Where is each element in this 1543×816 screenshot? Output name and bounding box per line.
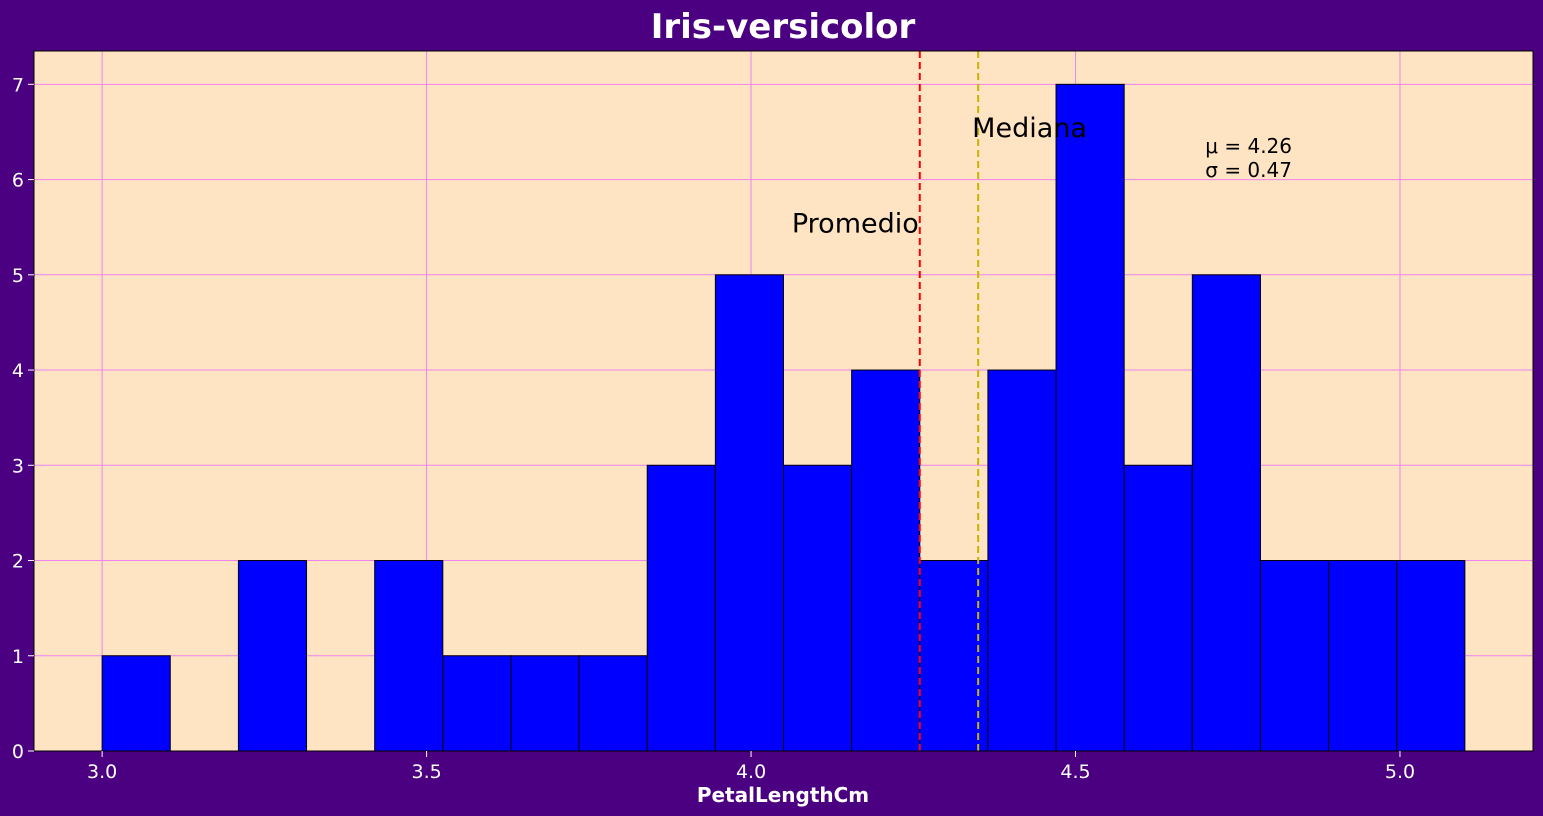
- histogram-bar-7: [578, 655, 648, 752]
- plot-frame: [33, 50, 1534, 752]
- reference-lines: [918, 51, 980, 751]
- histogram-bar-16: [1191, 274, 1261, 752]
- stats-sigma-label: σ = 0.47: [1205, 158, 1292, 182]
- x-tick-label-0: 3.0: [87, 761, 117, 783]
- histogram-bar-6: [510, 655, 580, 752]
- histogram-bar-14: [1055, 83, 1125, 752]
- annotation-mediana: Mediana: [972, 113, 1087, 144]
- y-tick-label-0: 0: [12, 741, 24, 763]
- histogram-bar-18: [1328, 560, 1398, 752]
- y-tick-label-2: 2: [12, 551, 24, 573]
- histogram-bar-17: [1259, 560, 1330, 752]
- y-tick-label-6: 6: [12, 170, 24, 192]
- histogram-bar-5: [442, 655, 512, 752]
- x-tick-label-2: 4.0: [736, 761, 766, 783]
- histogram-bar-4: [374, 560, 444, 752]
- histogram-bar-12: [919, 560, 989, 752]
- x-tick-label-1: 3.5: [411, 761, 441, 783]
- histogram-bar-9: [714, 274, 785, 752]
- histogram-bar-8: [646, 464, 716, 752]
- chart-title: Iris-versicolor: [651, 7, 916, 47]
- y-tick-label-4: 4: [12, 360, 24, 382]
- histogram-bar-2: [237, 560, 308, 752]
- x-axis-label: PetalLengthCm: [697, 783, 869, 807]
- histogram-bar-15: [1123, 464, 1193, 752]
- histogram-bar-10: [783, 464, 853, 752]
- annotation-promedio: Promedio: [792, 208, 919, 239]
- histogram-bar-0: [101, 655, 171, 752]
- y-tick-label-5: 5: [12, 265, 24, 287]
- histogram-bars: [101, 83, 1466, 752]
- x-tick-label-3: 4.5: [1060, 761, 1090, 783]
- y-tick-label-3: 3: [12, 455, 24, 477]
- annotations: Promedio Mediana μ = 4.26σ = 0.47: [792, 113, 1292, 239]
- x-tick-label-4: 5.0: [1385, 761, 1415, 783]
- histogram-bar-13: [987, 369, 1057, 752]
- y-tick-label-1: 1: [12, 646, 24, 668]
- stats-mu-label: μ = 4.26: [1205, 134, 1292, 158]
- histogram-bar-11: [851, 369, 921, 752]
- y-tick-label-7: 7: [12, 74, 24, 96]
- histogram-bar-19: [1396, 560, 1466, 752]
- axis-ticks: 3.0 3.5 4.0 4.5 5.0 0 1 2 3 4 5 6 7: [12, 74, 1415, 783]
